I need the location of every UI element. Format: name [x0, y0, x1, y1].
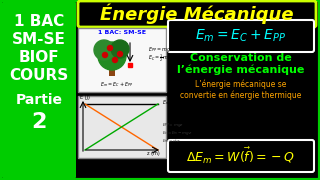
Circle shape — [94, 40, 114, 60]
Circle shape — [108, 46, 113, 51]
Text: $E_c=E_m-mgz$: $E_c=E_m-mgz$ — [162, 129, 193, 137]
Text: 2: 2 — [31, 112, 47, 132]
FancyBboxPatch shape — [78, 96, 166, 158]
Text: $E_{PP}=mgh$: $E_{PP}=mgh$ — [148, 46, 174, 55]
Text: E (J): E (J) — [80, 94, 90, 100]
Text: $E_m=cte$: $E_m=cte$ — [162, 137, 181, 145]
Text: $E_m$: $E_m$ — [162, 99, 170, 107]
FancyBboxPatch shape — [78, 28, 166, 92]
Text: SM-SE: SM-SE — [12, 33, 66, 48]
Text: BIOF: BIOF — [19, 51, 59, 66]
Text: $E_{PP}=mgz$: $E_{PP}=mgz$ — [162, 121, 184, 129]
Text: $E_m=E_C+E_{PP}$: $E_m=E_C+E_{PP}$ — [100, 81, 133, 89]
Bar — [128, 63, 132, 67]
Text: L’énergie mécanique se
convertie en énergie thermique: L’énergie mécanique se convertie en éner… — [180, 80, 302, 100]
FancyBboxPatch shape — [78, 1, 316, 27]
Circle shape — [102, 53, 108, 57]
Text: 1 BAC: 1 BAC — [14, 15, 64, 30]
FancyBboxPatch shape — [109, 62, 115, 76]
Circle shape — [117, 51, 123, 57]
Text: Énergie Mécanique: Énergie Mécanique — [100, 4, 294, 24]
Text: Conservation de
l’énergie mécanique: Conservation de l’énergie mécanique — [177, 53, 305, 75]
Circle shape — [113, 57, 117, 62]
Text: $\Delta E_m = W(\vec{f}) = -Q$: $\Delta E_m = W(\vec{f}) = -Q$ — [186, 146, 296, 166]
Circle shape — [111, 40, 129, 58]
Text: $E_C=\frac{1}{2}mv^2$: $E_C=\frac{1}{2}mv^2$ — [148, 52, 174, 64]
Text: 1 BAC: SM-SE: 1 BAC: SM-SE — [98, 30, 146, 35]
Text: COURS: COURS — [9, 69, 68, 84]
Text: Partie: Partie — [15, 93, 62, 107]
Circle shape — [98, 42, 126, 70]
FancyBboxPatch shape — [168, 140, 314, 172]
Text: z (m): z (m) — [147, 150, 160, 156]
FancyBboxPatch shape — [168, 20, 314, 52]
Text: $E_m = E_C + E_{PP}$: $E_m = E_C + E_{PP}$ — [196, 28, 287, 44]
FancyBboxPatch shape — [2, 2, 76, 178]
